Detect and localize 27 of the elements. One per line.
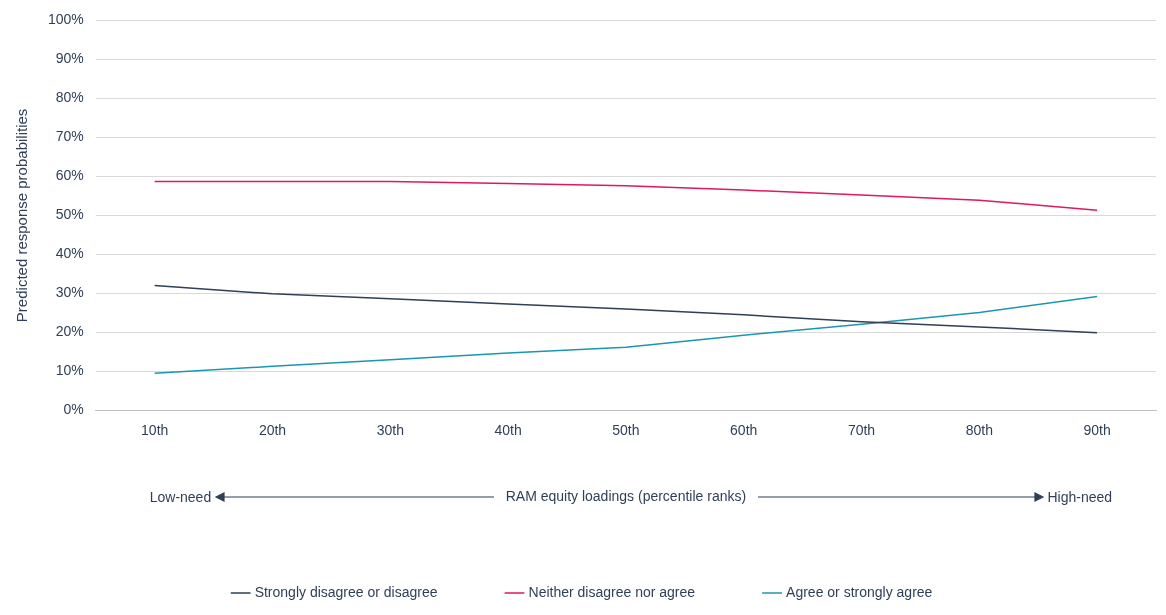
y-tick-label: 20% (55, 323, 84, 340)
x-tick-label: 70th (847, 421, 876, 438)
y-tick-label: 90% (55, 50, 84, 67)
x-axis-title: RAM equity loadings (percentile ranks) (505, 488, 747, 505)
x-tick-label: 50th (612, 421, 640, 438)
x-tick-label: 40th (494, 421, 522, 438)
x-tick-label: 10th (141, 421, 169, 438)
y-tick-label: 80% (55, 89, 84, 106)
y-tick-label: 70% (55, 128, 84, 145)
text: High-need (1047, 489, 1113, 505)
y-tick-label: 40% (55, 245, 84, 262)
y-tick-label: 0% (63, 401, 84, 418)
y-axis-title: Predicted response probabilities (13, 108, 31, 323)
x-tick-label: 30th (376, 421, 404, 438)
x-tick-label: 20th (258, 421, 287, 438)
y-tick-label: 50% (55, 206, 84, 223)
legend-label: Neither disagree nor agree (528, 583, 696, 600)
x-tick-label: 80th (965, 421, 993, 438)
y-tick-label: 10% (55, 362, 84, 379)
text: Low-need (149, 489, 212, 505)
x-tick-label: 60th (730, 421, 758, 438)
x-tick-label: 90th (1083, 421, 1111, 438)
legend-label: Agree or strongly agree (786, 583, 933, 600)
legend-label: Strongly disagree or disagree (254, 583, 438, 600)
y-tick-label: 30% (55, 284, 84, 301)
y-tick-label: 100% (47, 11, 84, 28)
y-tick-label: 60% (55, 167, 84, 184)
